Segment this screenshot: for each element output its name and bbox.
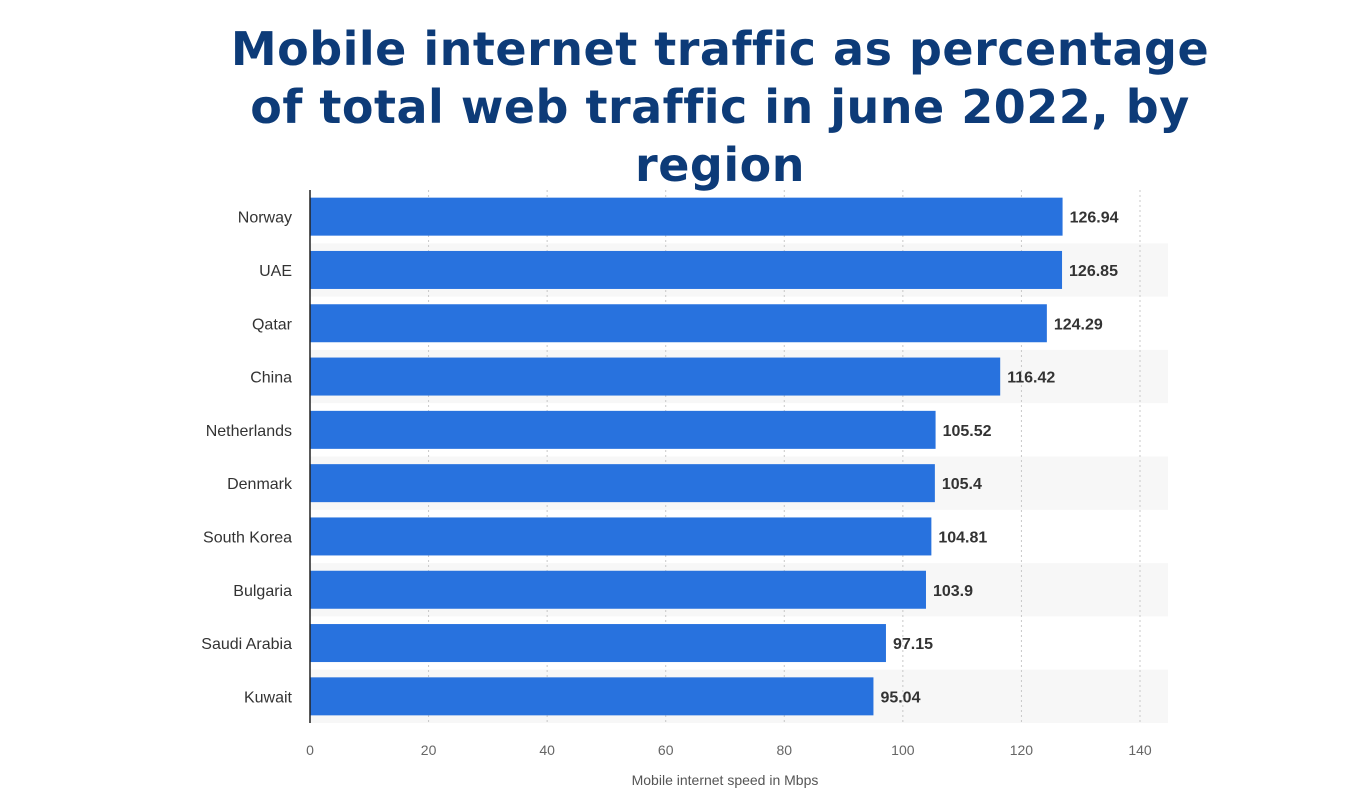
category-label: Saudi Arabia bbox=[201, 636, 292, 653]
category-label: Netherlands bbox=[206, 423, 292, 440]
value-label: 95.04 bbox=[880, 689, 920, 706]
category-label: Kuwait bbox=[244, 689, 293, 706]
category-label: South Korea bbox=[203, 529, 292, 546]
value-label: 105.52 bbox=[943, 423, 992, 440]
bar bbox=[310, 357, 1001, 396]
bars bbox=[310, 197, 1063, 716]
value-label: 126.85 bbox=[1069, 263, 1118, 280]
x-tick-label: 60 bbox=[658, 742, 674, 758]
category-label: Bulgaria bbox=[233, 583, 292, 600]
category-label: Denmark bbox=[227, 476, 293, 493]
x-tick-label: 100 bbox=[891, 742, 915, 758]
bar bbox=[310, 517, 932, 556]
value-label: 104.81 bbox=[938, 529, 987, 546]
x-tick-label: 0 bbox=[306, 742, 314, 758]
x-tick-label: 40 bbox=[539, 742, 555, 758]
x-tick-label: 140 bbox=[1128, 742, 1152, 758]
category-label: UAE bbox=[259, 263, 292, 280]
value-label: 124.29 bbox=[1054, 316, 1103, 333]
value-label: 116.42 bbox=[1007, 370, 1055, 387]
bar bbox=[310, 570, 926, 609]
category-label: Norway bbox=[238, 210, 292, 227]
value-label: 103.9 bbox=[933, 583, 973, 600]
value-label: 126.94 bbox=[1070, 210, 1119, 227]
x-tick-label: 20 bbox=[421, 742, 437, 758]
bar bbox=[310, 197, 1063, 236]
x-tick-labels: 0 20 40 60 80 100 120 140 bbox=[306, 742, 1152, 758]
bar bbox=[310, 250, 1063, 289]
bar bbox=[310, 677, 874, 716]
x-tick-label: 80 bbox=[776, 742, 792, 758]
bar bbox=[310, 464, 935, 503]
bar bbox=[310, 410, 936, 449]
value-label: 97.15 bbox=[893, 636, 933, 653]
value-label: 105.4 bbox=[942, 476, 982, 493]
bar bbox=[310, 624, 886, 663]
value-labels: 126.94 126.85 124.29 116.42 105.52 105.4 104.8… bbox=[880, 210, 1118, 707]
gridlines bbox=[428, 190, 1141, 723]
x-tick-label: 120 bbox=[1010, 742, 1034, 758]
category-label: Qatar bbox=[252, 316, 293, 333]
bar bbox=[310, 304, 1047, 343]
chart-title: Mobile internet traffic as percentage of… bbox=[230, 22, 1210, 192]
category-labels: Norway UAE Qatar China Netherlands Denmark Sou… bbox=[201, 210, 293, 707]
category-label: China bbox=[250, 370, 292, 387]
x-axis-label: Mobile internet speed in Mbps bbox=[632, 772, 819, 788]
